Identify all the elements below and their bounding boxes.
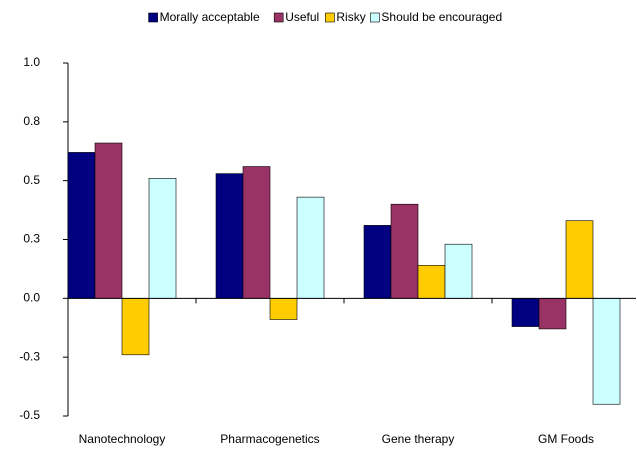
y-tick-label: 0.0 xyxy=(23,291,40,305)
bar xyxy=(67,152,96,299)
legend-label: Should be encouraged xyxy=(381,10,502,24)
bar xyxy=(242,166,271,299)
bar xyxy=(538,298,567,330)
bar xyxy=(390,203,419,299)
bar xyxy=(592,298,621,405)
x-tick-label: GM Foods xyxy=(538,432,594,446)
y-tick-label: 1.0 xyxy=(23,55,40,69)
bar xyxy=(94,142,123,299)
legend-swatch xyxy=(325,12,335,23)
bar xyxy=(444,243,473,299)
y-tick-label: 0.5 xyxy=(23,173,40,187)
y-tick-label: 0.3 xyxy=(23,232,40,246)
y-tick-label: 0.8 xyxy=(23,114,40,128)
legend-label: Useful xyxy=(285,10,319,24)
bar xyxy=(121,298,150,356)
legend-swatch xyxy=(148,12,158,23)
x-tick-label: Gene therapy xyxy=(382,432,455,446)
legend-swatch xyxy=(370,12,380,23)
legend-label: Risky xyxy=(336,10,365,24)
x-tick-label: Nanotechnology xyxy=(79,432,166,446)
bar xyxy=(417,265,446,299)
bar xyxy=(269,298,298,320)
y-tick-label: -0.5 xyxy=(19,408,40,422)
y-tick-label: -0.3 xyxy=(19,349,40,363)
legend-label: Morally acceptable xyxy=(160,10,260,24)
bar xyxy=(148,178,177,299)
bar xyxy=(511,298,540,327)
bar xyxy=(215,173,244,299)
bar xyxy=(296,196,325,299)
legend-swatch xyxy=(273,12,284,23)
x-tick-label: Pharmacogenetics xyxy=(220,432,319,446)
bar xyxy=(363,225,392,299)
bar xyxy=(565,220,594,299)
